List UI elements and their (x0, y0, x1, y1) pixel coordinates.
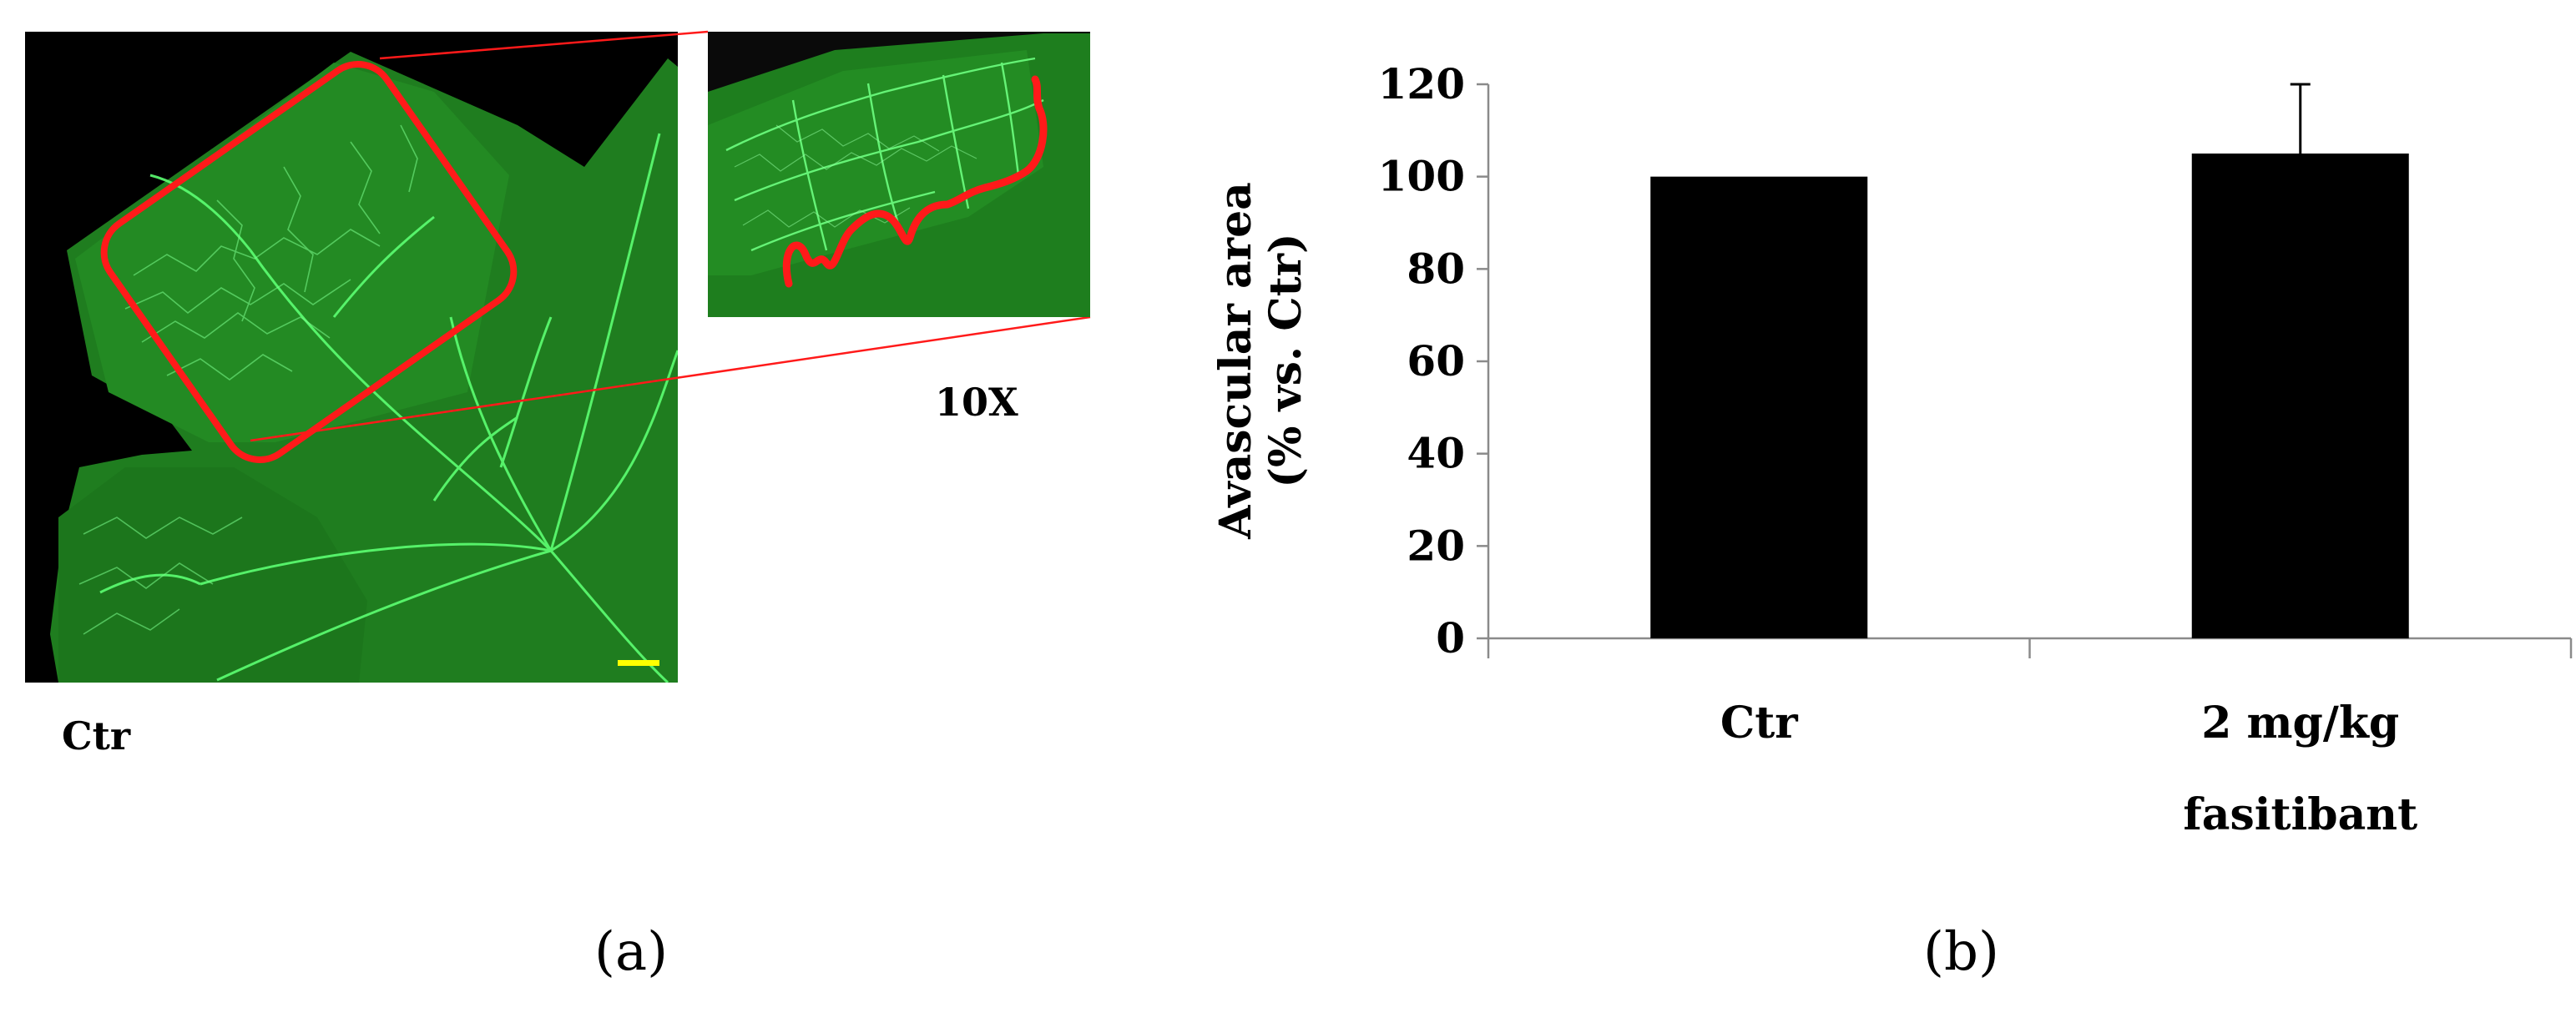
y-tick-label: 40 (1407, 429, 1465, 478)
y-tick-label: 0 (1436, 613, 1465, 663)
retina-lobe-upper (75, 63, 509, 442)
vessel-network (99, 133, 678, 683)
connector-line-top (379, 30, 709, 60)
x-axis (1487, 637, 2573, 658)
condition-label: Ctr (62, 713, 131, 758)
bars (1650, 154, 2409, 638)
y-tick-label: 120 (1378, 59, 1465, 108)
retina-zoom-inset-image (708, 32, 1090, 317)
x-tick-label: Ctr (1720, 698, 1798, 748)
bar (2191, 154, 2409, 638)
panel-a: 10X Ctr (a) (25, 30, 1091, 983)
y-tick-label: 80 (1407, 244, 1465, 293)
x-tick-label: fasitibant (2183, 789, 2417, 840)
panel-b-letter: (b) (1923, 921, 1999, 983)
y-tick-label: 20 (1407, 521, 1465, 570)
y-axis-label-line1: Avascular area (1210, 182, 1261, 540)
bar (1650, 176, 1868, 638)
y-axis: 0 20 40 60 80 100 120 (1378, 59, 1490, 663)
x-tick-label: 2 mg/kg (2201, 698, 2399, 748)
y-axis-label: Avascular area (% vs. Ctr) (1210, 182, 1311, 540)
zoom-label: 10X (935, 380, 1018, 425)
y-axis-label-line2: (% vs. Ctr) (1260, 233, 1311, 487)
retina-lobe-lower (58, 467, 367, 683)
connector-line-bottom (250, 315, 1091, 442)
x-tick-labels: Ctr 2 mg/kg fasitibant (1720, 698, 2417, 840)
selection-outline (100, 61, 518, 463)
error-bars (2290, 83, 2311, 154)
scale-bar-icon (618, 660, 659, 666)
y-tick-label: 100 (1378, 152, 1465, 201)
y-tick-label: 60 (1407, 336, 1465, 386)
panel-a-letter: (a) (594, 921, 668, 983)
avascular-boundary-line (782, 75, 1048, 288)
retina-flatmount-image (25, 32, 678, 683)
panel-b-chart: Avascular area (% vs. Ctr) 0 20 40 60 80 100 1… (1210, 59, 2573, 983)
capillary-mesh (78, 124, 418, 635)
